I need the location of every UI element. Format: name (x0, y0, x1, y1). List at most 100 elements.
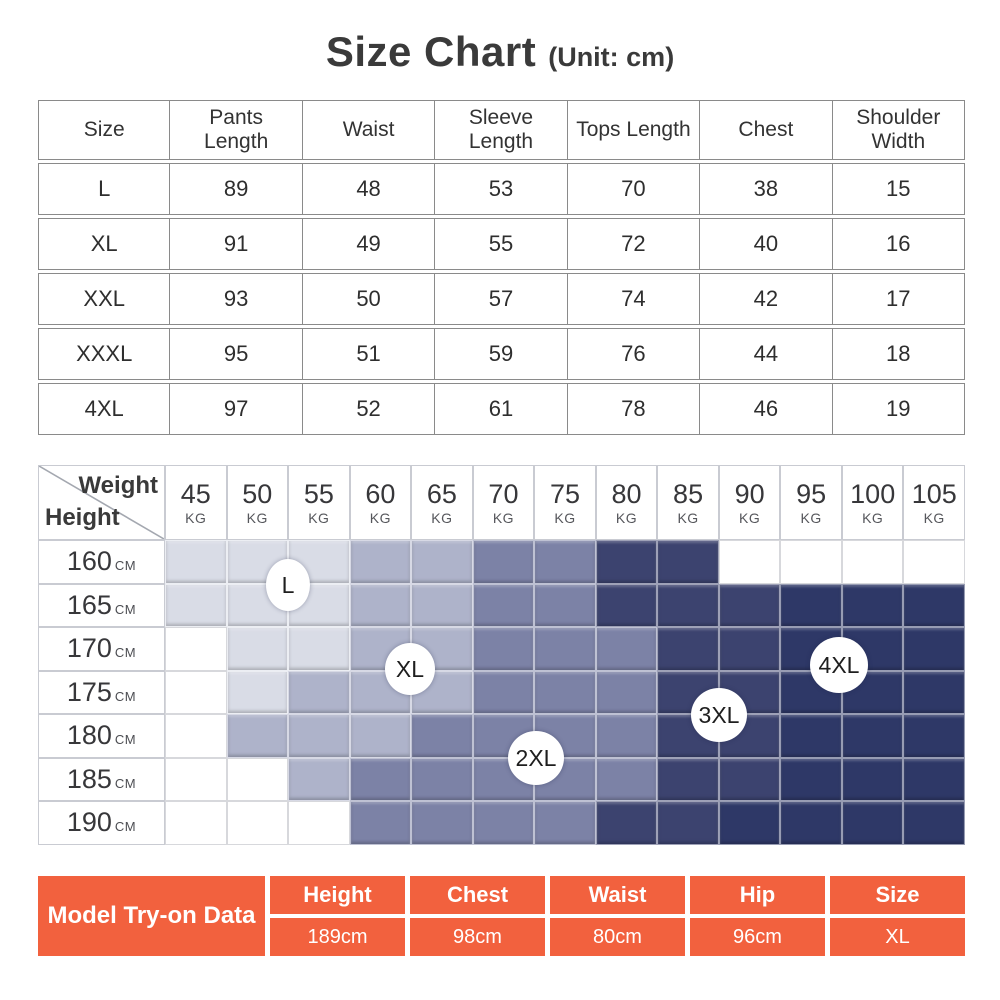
size-matrix: Weight Height 45 KG 50 KG 55 KG 60 KG 65 KG 70 KG 75… (38, 465, 965, 845)
size-table-value-cell: 50 (302, 273, 436, 325)
size-table-header-cell: Shoulder Width (832, 100, 965, 160)
matrix-zone-cell-4xl (903, 670, 965, 714)
matrix-zone-cell-3xl (657, 801, 719, 845)
matrix-zone-cell-3xl (718, 583, 781, 627)
size-table-value-cell: 40 (700, 218, 833, 270)
weight-header-cell: 75 KG (534, 465, 596, 540)
weight-unit: KG (923, 509, 945, 526)
weight-value: 100 (850, 478, 896, 509)
matrix-zone-cell-3xl (595, 583, 658, 627)
size-table: Size Pants Length Waist Sleeve Length Tops L… (38, 100, 965, 435)
weight-header-cell: 95 KG (780, 465, 842, 540)
size-table-header-cell: Chest (700, 100, 833, 160)
matrix-zone-cell-2xl (534, 801, 596, 845)
height-value: 170 (66, 633, 112, 663)
model-header-cell: Size (830, 876, 965, 914)
matrix-zone-cell-2xl (411, 801, 473, 845)
matrix-zone-cell-3xl (595, 801, 658, 845)
matrix-zone-cell-2xl (534, 627, 596, 671)
height-unit: CM (114, 645, 137, 660)
model-table-title: Model Try-on Data (38, 876, 265, 956)
weight-value: 85 (673, 478, 704, 509)
size-table-size-cell: XL (38, 218, 171, 270)
model-value-cell: 189cm (270, 918, 405, 956)
model-header-cell: Chest (410, 876, 545, 914)
size-table-value-cell: 61 (435, 383, 568, 435)
weight-axis-label: Weight (78, 472, 158, 499)
size-table-value-cell: 44 (700, 328, 833, 380)
weight-value: 80 (611, 478, 642, 509)
matrix-empty-cell (165, 627, 227, 671)
matrix-zone-cell-xl (288, 670, 350, 714)
size-table-header-row: Size Pants Length Waist Sleeve Length Tops L… (38, 100, 965, 160)
matrix-empty-cell (165, 757, 227, 801)
matrix-zone-cell-3xl (657, 583, 719, 627)
size-zone-circle-3xl: 3XL (691, 688, 747, 742)
size-zone-circle-2xl: 2XL (508, 731, 564, 785)
matrix-zone-cell-3xl (657, 540, 719, 584)
matrix-zone-cell-2xl (534, 670, 596, 714)
weight-value: 90 (734, 478, 765, 509)
size-table-value-cell: 49 (302, 218, 436, 270)
weight-header-cell: 55 KG (288, 465, 350, 540)
matrix-zone-cell-2xl (534, 583, 596, 627)
weight-header-cell: 80 KG (595, 465, 658, 540)
size-table-row: XXXL 95 51 59 76 44 18 (38, 328, 965, 380)
matrix-zone-cell-xl (349, 583, 412, 627)
matrix-zone-cell-xl (226, 714, 289, 758)
matrix-empty-cell (165, 714, 227, 758)
matrix-zone-cell-4xl (903, 757, 965, 801)
height-unit: CM (114, 819, 137, 834)
size-table-value-cell: 18 (832, 328, 965, 380)
size-table-value-cell: 42 (700, 273, 833, 325)
size-table-value-cell: 52 (302, 383, 436, 435)
weight-unit: KG (308, 509, 330, 526)
weight-header-cell: 70 KG (472, 465, 535, 540)
height-row-header: 165 CM (38, 583, 165, 627)
weight-unit: KG (862, 509, 884, 526)
matrix-zone-cell-4xl (841, 714, 904, 758)
size-table-value-cell: 17 (832, 273, 965, 325)
matrix-zone-cell-2xl (595, 714, 658, 758)
matrix-zone-cell-4xl (841, 583, 904, 627)
size-table-value-cell: 51 (302, 328, 436, 380)
weight-unit: KG (738, 509, 761, 526)
weight-unit: KG (800, 509, 822, 526)
size-table-value-cell: 97 (170, 383, 303, 435)
size-table-value-cell: 57 (435, 273, 568, 325)
weight-value: 75 (549, 478, 581, 509)
weight-value: 50 (242, 478, 273, 509)
matrix-zone-cell-2xl (472, 670, 535, 714)
matrix-empty-cell (288, 801, 350, 845)
matrix-zone-cell-4xl (903, 801, 965, 845)
page-title: Size Chart (Unit: cm) (0, 28, 1000, 76)
matrix-zone-cell-l (226, 670, 289, 714)
matrix-zone-cell-4xl (780, 583, 842, 627)
size-table-value-cell: 15 (832, 163, 965, 215)
weight-unit: KG (246, 509, 268, 526)
weight-header-cell: 105 KG (903, 465, 965, 540)
height-unit: CM (114, 558, 137, 573)
size-table-row: L 89 48 53 70 38 15 (38, 163, 965, 215)
model-header-cell: Waist (550, 876, 685, 914)
model-try-on-table: Model Try-on Data Height Chest Waist Hip Siz… (38, 876, 965, 956)
matrix-zone-cell-4xl (780, 757, 842, 801)
size-zone-circle-l: L (266, 559, 310, 611)
matrix-corner-cell: Weight Height (38, 465, 165, 540)
matrix-zone-cell-4xl (903, 714, 965, 758)
size-table-row: 4XL 97 52 61 78 46 19 (38, 383, 965, 435)
model-header-cell: Hip (690, 876, 825, 914)
size-table-value-cell: 46 (700, 383, 833, 435)
matrix-zone-cell-l (288, 627, 350, 671)
height-unit: CM (114, 732, 137, 747)
matrix-zone-cell-3xl (595, 540, 658, 584)
height-value: 190 (66, 807, 112, 837)
matrix-zone-cell-2xl (595, 757, 658, 801)
height-row-header: 160 CM (38, 540, 165, 584)
matrix-zone-cell-xl (411, 583, 473, 627)
matrix-zone-cell-3xl (657, 627, 719, 671)
matrix-zone-cell-xl (288, 714, 350, 758)
height-value: 185 (66, 763, 112, 794)
model-value-cell: 98cm (410, 918, 545, 956)
